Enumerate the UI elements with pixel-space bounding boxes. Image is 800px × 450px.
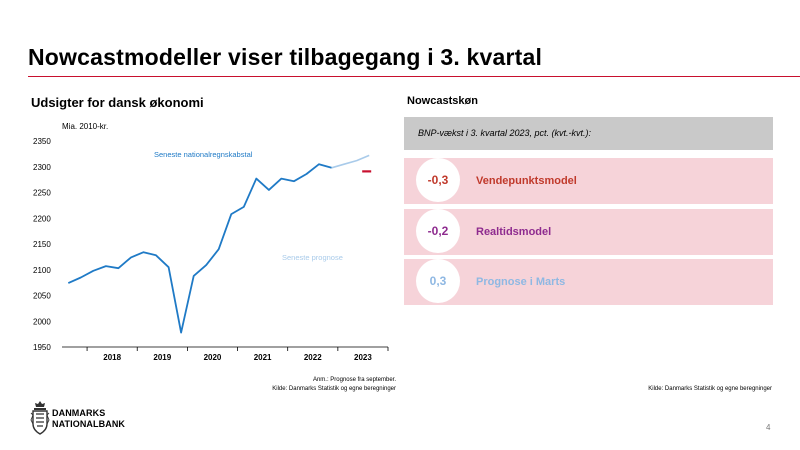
x-tick-label: 2021: [254, 353, 272, 362]
nowcast-model-label: Prognose i Marts: [476, 276, 566, 288]
x-tick-label: 2019: [153, 353, 171, 362]
nowcast-value-circle: -0,2: [416, 209, 460, 253]
chart-heading: Udsigter for dansk økonomi: [31, 95, 204, 110]
nowcast-row-vendepunkt: -0,3 Vendepunktsmodel: [404, 158, 773, 204]
page-number: 4: [766, 423, 771, 432]
note-annotation: Anm.: Prognose fra september.: [312, 377, 396, 383]
y-tick-label: 1950: [33, 343, 51, 352]
series-label: Seneste nationalregnskabstal: [154, 150, 253, 159]
y-axis-label: Mia. 2010-kr.: [62, 122, 108, 131]
logo-line1: DANMARKS: [52, 408, 106, 418]
nowcast-value-circle: 0,3: [416, 259, 460, 303]
y-tick-label: 2150: [33, 240, 51, 249]
note-source: Kilde: Danmarks Statistik og egne beregn…: [272, 386, 396, 392]
nowcast-value-circle: -0,3: [416, 158, 460, 202]
y-tick-label: 2000: [33, 317, 51, 326]
nowcast-row-prognose: 0,3 Prognose i Marts: [404, 259, 773, 305]
nowcast-heading: Nowcastskøn: [407, 95, 478, 107]
nationalbank-crest-icon: [30, 401, 50, 435]
y-tick-label: 2100: [33, 266, 51, 275]
title-divider: [28, 76, 800, 77]
x-tick-label: 2018: [103, 353, 121, 362]
nationalbank-logo: DANMARKS NATIONALBANK: [52, 408, 125, 430]
series-line: [331, 154, 370, 169]
nowcast-model-label: Vendepunktsmodel: [476, 175, 577, 187]
nowcast-row-realtid: -0,2 Realtidsmodel: [404, 209, 773, 255]
series-label: Seneste prognose: [282, 253, 343, 262]
bnp-growth-label: BNP-vækst i 3. kvartal 2023, pct. (kvt.-…: [404, 117, 773, 150]
series-line: [67, 163, 332, 334]
chart-note: Anm.: Prognose fra september. Kilde: Dan…: [260, 376, 396, 394]
y-tick-label: 2250: [33, 189, 51, 198]
x-tick-label: 2023: [354, 353, 372, 362]
y-tick-label: 2350: [33, 137, 51, 146]
x-tick-label: 2022: [304, 353, 322, 362]
x-tick-label: 2020: [204, 353, 222, 362]
page-title: Nowcastmodeller viser tilbagegang i 3. k…: [28, 44, 543, 70]
nowcast-source-note: Kilde: Danmarks Statistik og egne beregn…: [648, 386, 772, 392]
y-tick-label: 2050: [33, 292, 51, 301]
y-tick-label: 2200: [33, 214, 51, 223]
logo-line2: NATIONALBANK: [52, 419, 126, 429]
nowcast-model-label: Realtidsmodel: [476, 226, 552, 238]
y-tick-label: 2300: [33, 163, 51, 172]
